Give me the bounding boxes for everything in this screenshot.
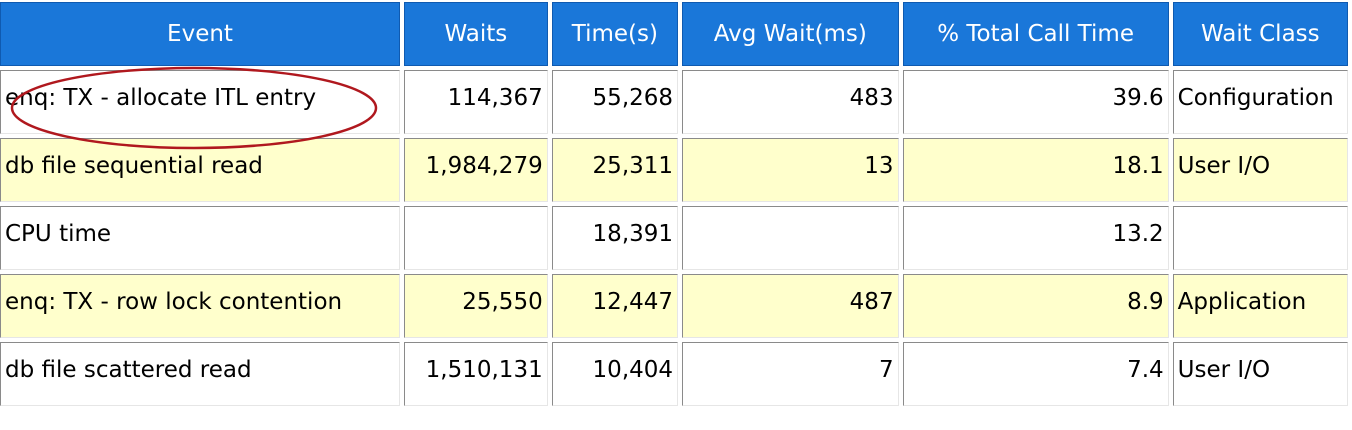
cell-pct-total-call-time: 7.4	[902, 342, 1169, 406]
cell-avg-wait	[682, 206, 899, 270]
table-header-row: Event Waits Time(s) Avg Wait(ms) % Total…	[0, 2, 1348, 66]
cell-waits: 1,984,279	[403, 138, 548, 202]
cell-time: 18,391	[551, 206, 679, 270]
table-row: CPU time 18,391 13.2	[0, 206, 1348, 270]
cell-wait-class: Application	[1172, 274, 1348, 338]
cell-pct-total-call-time: 39.6	[902, 70, 1169, 134]
cell-event: enq: TX - row lock contention	[0, 274, 400, 338]
cell-time: 25,311	[551, 138, 679, 202]
cell-event: db file sequential read	[0, 138, 400, 202]
cell-pct-total-call-time: 8.9	[902, 274, 1169, 338]
table-row: enq: TX - allocate ITL entry 114,367 55,…	[0, 70, 1348, 134]
cell-avg-wait: 487	[682, 274, 899, 338]
cell-pct-total-call-time: 13.2	[902, 206, 1169, 270]
cell-wait-class	[1172, 206, 1348, 270]
cell-event: db file scattered read	[0, 342, 400, 406]
cell-time: 10,404	[551, 342, 679, 406]
cell-wait-class: User I/O	[1172, 138, 1348, 202]
cell-wait-class: User I/O	[1172, 342, 1348, 406]
cell-event: enq: TX - allocate ITL entry	[0, 70, 400, 134]
cell-time: 55,268	[551, 70, 679, 134]
column-header-event: Event	[0, 2, 400, 66]
column-header-waits: Waits	[403, 2, 548, 66]
column-header-avg-wait: Avg Wait(ms)	[682, 2, 899, 66]
column-header-time: Time(s)	[551, 2, 679, 66]
cell-avg-wait: 7	[682, 342, 899, 406]
cell-waits	[403, 206, 548, 270]
table-row: enq: TX - row lock contention 25,550 12,…	[0, 274, 1348, 338]
column-header-wait-class: Wait Class	[1172, 2, 1348, 66]
table-row: db file sequential read 1,984,279 25,311…	[0, 138, 1348, 202]
cell-waits: 1,510,131	[403, 342, 548, 406]
cell-time: 12,447	[551, 274, 679, 338]
cell-wait-class: Configuration	[1172, 70, 1348, 134]
cell-waits: 25,550	[403, 274, 548, 338]
column-header-pct-total-call-time: % Total Call Time	[902, 2, 1169, 66]
cell-pct-total-call-time: 18.1	[902, 138, 1169, 202]
cell-avg-wait: 483	[682, 70, 899, 134]
cell-event: CPU time	[0, 206, 400, 270]
cell-avg-wait: 13	[682, 138, 899, 202]
top-wait-events-table: Event Waits Time(s) Avg Wait(ms) % Total…	[0, 2, 1348, 406]
table-row: db file scattered read 1,510,131 10,404 …	[0, 342, 1348, 406]
cell-waits: 114,367	[403, 70, 548, 134]
